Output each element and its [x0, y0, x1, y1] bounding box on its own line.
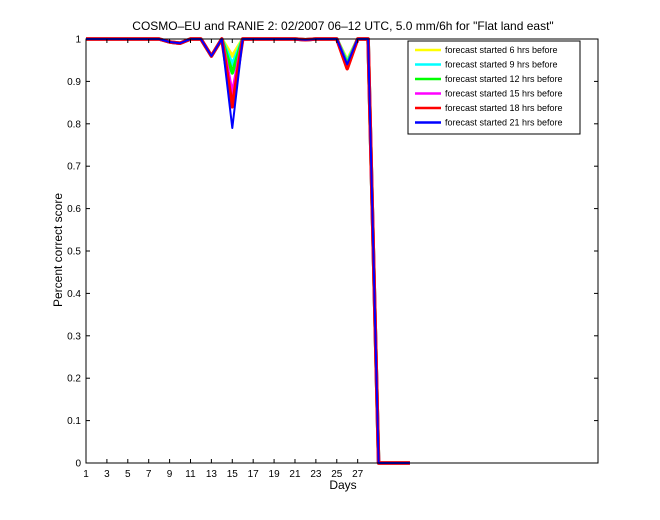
y-tick-label: 0.8 [67, 119, 81, 130]
legend-entry-5: forecast started 18 hrs before [445, 103, 563, 113]
y-tick-label: 0.7 [67, 162, 81, 173]
legend-entry-6: forecast started 21 hrs before [445, 118, 563, 128]
legend-box [407, 40, 581, 135]
legend-entry-3: forecast started 12 hrs before [445, 74, 563, 84]
x-tick-label: 23 [310, 469, 322, 480]
legend-entry-1: forecast started 6 hrs before [445, 45, 558, 55]
y-tick-label: 0.3 [67, 331, 81, 342]
x-tick-label: 3 [104, 469, 110, 480]
legend: forecast started 6 hrs before forecast st… [407, 40, 581, 135]
x-tick-label: 17 [248, 469, 260, 480]
x-tick-label: 19 [269, 469, 281, 480]
x-axis-label: Days [329, 478, 356, 492]
x-tick-label: 5 [125, 469, 131, 480]
x-tick-label: 25 [331, 469, 343, 480]
x-tick-label: 13 [206, 469, 218, 480]
axes: 1 3 5 7 9 11 13 15 17 19 21 23 25 2700.10.20.30.40.50… [67, 35, 599, 480]
y-tick-label: 0.1 [67, 416, 81, 427]
y-tick-label: 1 [75, 35, 81, 46]
y-tick-label: 0.4 [67, 289, 81, 300]
y-tick-label: 0.2 [67, 374, 81, 385]
x-tick-label: 15 [227, 469, 239, 480]
chart-title: COSMO–EU and RANIE 2: 02/2007 06–12 UTC,… [132, 19, 553, 33]
x-tick-label: 1 [83, 469, 89, 480]
y-tick-label: 0.5 [67, 247, 81, 258]
y-axis-label: Percent correct score [51, 193, 65, 307]
y-tick-label: 0.9 [67, 77, 81, 88]
legend-entry-2: forecast started 9 hrs before [445, 60, 558, 70]
x-tick-label: 21 [289, 469, 301, 480]
legend-entry-4: forecast started 15 hrs before [445, 89, 563, 99]
x-tick-label: 9 [167, 469, 173, 480]
y-tick-label: 0.6 [67, 204, 81, 215]
x-tick-label: 7 [146, 469, 152, 480]
x-tick-label: 11 [185, 469, 196, 480]
y-tick-label: 0 [75, 459, 81, 470]
x-tick-label: 27 [352, 469, 364, 480]
